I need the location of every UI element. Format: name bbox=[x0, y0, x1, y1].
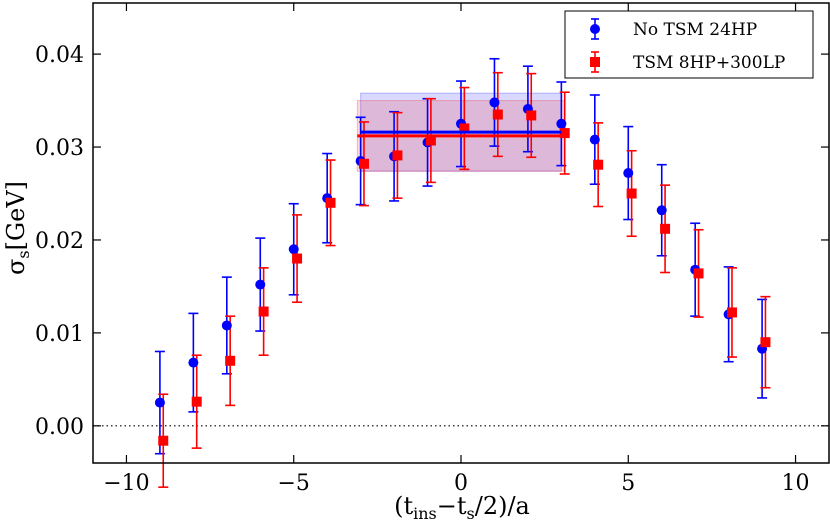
point-s1-p7 bbox=[392, 150, 403, 161]
error-bars bbox=[154, 57, 771, 488]
point-s1-p15 bbox=[660, 223, 671, 234]
x-label-minus: −t bbox=[437, 492, 467, 520]
point-s1-p16 bbox=[693, 268, 704, 279]
y-tick-label: 0.01 bbox=[35, 322, 84, 347]
point-s0-p2 bbox=[221, 320, 232, 331]
legend-marker bbox=[590, 57, 600, 67]
fit-lines bbox=[357, 130, 565, 138]
point-s0-p15 bbox=[656, 205, 667, 216]
point-s1-p12 bbox=[559, 128, 570, 139]
point-s1-p14 bbox=[626, 188, 637, 199]
x-tick-label: 10 bbox=[782, 471, 810, 496]
point-s0-p1 bbox=[188, 357, 199, 368]
y-label-sigma: σ bbox=[2, 259, 30, 275]
y-tick-label: 0.03 bbox=[35, 136, 84, 161]
point-s0-p14 bbox=[623, 168, 634, 179]
point-s0-p10 bbox=[489, 97, 500, 108]
y-tick-label: 0.02 bbox=[35, 229, 84, 254]
y-label-unit: [GeV] bbox=[2, 181, 30, 250]
legend-marker bbox=[590, 24, 600, 34]
point-s0-p0 bbox=[154, 397, 165, 408]
y-axis-label: σs[GeV] bbox=[2, 181, 33, 275]
y-label-sub-s: s bbox=[14, 250, 33, 258]
point-s0-p13 bbox=[589, 134, 600, 145]
legend-box bbox=[564, 10, 814, 79]
point-s1-p2 bbox=[225, 355, 236, 366]
point-s1-p6 bbox=[358, 158, 369, 169]
point-s1-p17 bbox=[726, 307, 737, 318]
point-s1-p18 bbox=[760, 337, 771, 348]
data-markers bbox=[154, 97, 771, 446]
axis-ticks: −10 −5 0 5 10 0.00 0.01 0.02 0.03 0.04 bbox=[35, 3, 829, 496]
point-s1-p1 bbox=[191, 396, 202, 407]
point-s1-p3 bbox=[258, 306, 269, 317]
point-s0-p3 bbox=[255, 279, 266, 290]
point-s1-p0 bbox=[158, 435, 169, 446]
point-s1-p9 bbox=[459, 123, 470, 134]
x-tick-label: 0 bbox=[454, 471, 468, 496]
point-s1-p8 bbox=[425, 135, 436, 146]
legend-entry-1: TSM 8HP+300LP bbox=[590, 51, 785, 73]
legend: No TSM 24HP TSM 8HP+300LP bbox=[564, 10, 814, 79]
point-s0-p4 bbox=[288, 244, 299, 255]
y-tick-label: 0.04 bbox=[35, 43, 84, 68]
point-s0-p12 bbox=[556, 118, 567, 129]
point-s1-p5 bbox=[325, 197, 336, 208]
x-tick-label: −10 bbox=[103, 471, 149, 496]
x-label-close: /2)/a bbox=[475, 492, 530, 520]
legend-entry-0: No TSM 24HP bbox=[590, 18, 757, 40]
point-s1-p11 bbox=[526, 110, 537, 121]
x-label-sub-ins: ins bbox=[413, 504, 437, 523]
x-tick-label: −5 bbox=[278, 471, 310, 496]
y-tick-label: 0.00 bbox=[35, 415, 84, 440]
x-axis-label: (tins−ts/2)/a bbox=[394, 492, 530, 523]
legend-label: No TSM 24HP bbox=[633, 20, 757, 40]
x-tick-label: 5 bbox=[621, 471, 635, 496]
point-s1-p4 bbox=[292, 253, 303, 264]
point-s1-p10 bbox=[492, 109, 503, 120]
x-label-sub-s: s bbox=[467, 504, 475, 523]
point-s1-p13 bbox=[593, 159, 604, 170]
x-label-open: (t bbox=[394, 492, 413, 520]
legend-label: TSM 8HP+300LP bbox=[633, 53, 785, 73]
